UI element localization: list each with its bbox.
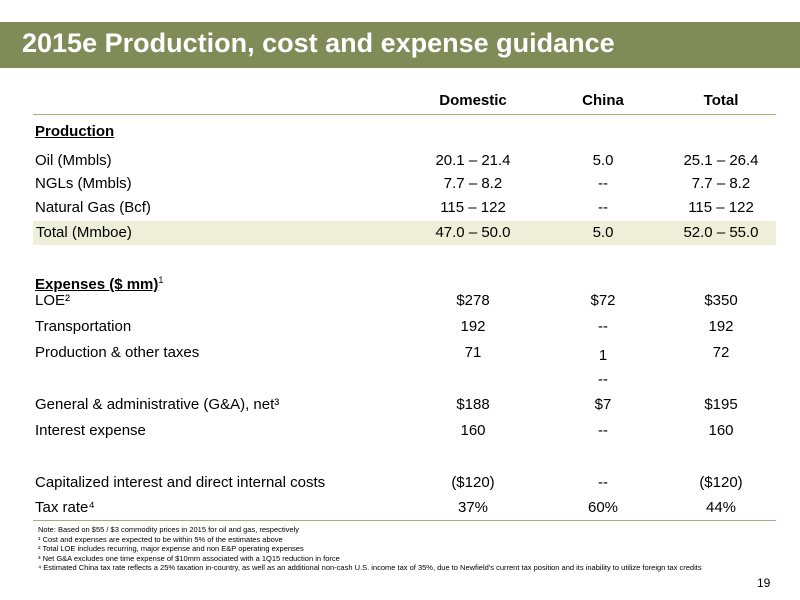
- total-value: ($120): [699, 474, 743, 491]
- footer-divider: [33, 520, 776, 521]
- domestic-value: 160: [460, 422, 486, 439]
- total-value: $195: [704, 396, 738, 413]
- total-value: 192: [708, 318, 734, 335]
- china-value: 5.0: [592, 152, 614, 169]
- section-heading-row: Production: [33, 121, 776, 143]
- china-value: 5.0: [592, 224, 614, 241]
- row-label: NGLs (Mmbls): [35, 175, 132, 192]
- china-value: --: [598, 371, 608, 388]
- row-label: Natural Gas (Bcf): [35, 199, 151, 216]
- china-value: $7: [594, 396, 612, 413]
- expenses-heading: Expenses ($ mm)1: [35, 269, 163, 296]
- china-value: --: [598, 474, 608, 491]
- domestic-value: 47.0 – 50.0: [435, 224, 511, 241]
- total-value: 160: [708, 422, 734, 439]
- expenses-heading-footnote: 1: [158, 275, 164, 285]
- column-header-china: China: [582, 92, 624, 109]
- china-value: 1: [598, 347, 608, 364]
- row-label: Production & other taxes: [35, 344, 200, 361]
- row-label: Oil (Mmbls): [35, 152, 112, 169]
- table-row: Transportation 192 -- 192: [33, 316, 776, 338]
- production-heading: Production: [35, 123, 115, 140]
- china-value: $72: [590, 292, 616, 309]
- domestic-value: 71: [464, 344, 482, 361]
- total-value: 115 – 122: [688, 199, 754, 216]
- table-row: Capitalized interest and direct internal…: [33, 472, 776, 494]
- domestic-value: 37%: [457, 499, 489, 516]
- row-label: General & administrative (G&A), net³: [35, 396, 280, 413]
- footnote: ¹ Cost and expenses are expected to be w…: [38, 534, 283, 544]
- title-bar: 2015e Production, cost and expense guida…: [0, 22, 800, 68]
- row-label: Transportation: [35, 318, 132, 335]
- domestic-value: ($120): [451, 474, 495, 491]
- total-value: 72: [712, 344, 730, 361]
- column-header-row: Domestic China Total: [33, 90, 776, 112]
- column-header-total: Total: [703, 92, 739, 109]
- row-label: Interest expense: [35, 422, 146, 439]
- table-row: Production & other taxes 71 1 72: [33, 342, 776, 364]
- total-value: 44%: [705, 499, 737, 516]
- row-label: Total (Mmboe): [36, 224, 132, 241]
- footnote: ⁴ Estimated China tax rate reflects a 25…: [38, 563, 702, 572]
- footnotes: Note: Based on $55 / $3 commodity prices…: [38, 525, 778, 573]
- total-value: 7.7 – 8.2: [691, 175, 751, 192]
- china-value: --: [598, 422, 608, 439]
- table-row: Interest expense 160 -- 160: [33, 420, 776, 442]
- table-row: Tax rate⁴ 37% 60% 44%: [33, 497, 776, 519]
- expenses-heading-text: Expenses ($ mm): [35, 276, 159, 293]
- page-title: 2015e Production, cost and expense guida…: [22, 28, 615, 58]
- china-value: 60%: [587, 499, 619, 516]
- china-value: --: [598, 318, 608, 335]
- table-row: General & administrative (G&A), net³ $18…: [33, 394, 776, 416]
- total-value: $350: [704, 292, 738, 309]
- china-value: --: [598, 175, 608, 192]
- china-value: --: [598, 199, 608, 216]
- table-row: --: [33, 369, 776, 391]
- row-label: LOE²: [35, 292, 71, 309]
- domestic-value: 192: [460, 318, 486, 335]
- total-row: Total (Mmboe) 47.0 – 50.0 5.0 52.0 – 55.…: [33, 221, 776, 245]
- table-row: LOE² $278 $72 $350: [33, 290, 776, 312]
- domestic-value: $188: [456, 396, 490, 413]
- footnote: ² Total LOE includes recurring, major ex…: [38, 544, 304, 553]
- domestic-value: 7.7 – 8.2: [443, 175, 503, 192]
- domestic-value: 115 – 122: [440, 199, 506, 216]
- row-label: Tax rate⁴: [35, 499, 95, 516]
- row-label: Capitalized interest and direct internal…: [35, 474, 326, 491]
- section-heading-row: Expenses ($ mm)1: [33, 269, 776, 293]
- column-header-domestic: Domestic: [439, 92, 507, 109]
- table-row: Oil (Mmbls) 20.1 – 21.4 5.0 25.1 – 26.4: [33, 150, 776, 172]
- domestic-value: 20.1 – 21.4: [435, 152, 511, 169]
- page-number: 19: [757, 576, 771, 590]
- domestic-value: $278: [456, 292, 490, 309]
- table-row: Natural Gas (Bcf) 115 – 122 -- 115 – 122: [33, 197, 776, 219]
- total-value: 52.0 – 55.0: [683, 224, 759, 241]
- total-value: 25.1 – 26.4: [683, 152, 759, 169]
- footnote: Note: Based on $55 / $3 commodity prices…: [38, 525, 299, 534]
- table-row: NGLs (Mmbls) 7.7 – 8.2 -- 7.7 – 8.2: [33, 173, 776, 195]
- header-divider: [33, 114, 776, 115]
- footnote: ³ Net G&A excludes one time expense of $…: [38, 553, 340, 563]
